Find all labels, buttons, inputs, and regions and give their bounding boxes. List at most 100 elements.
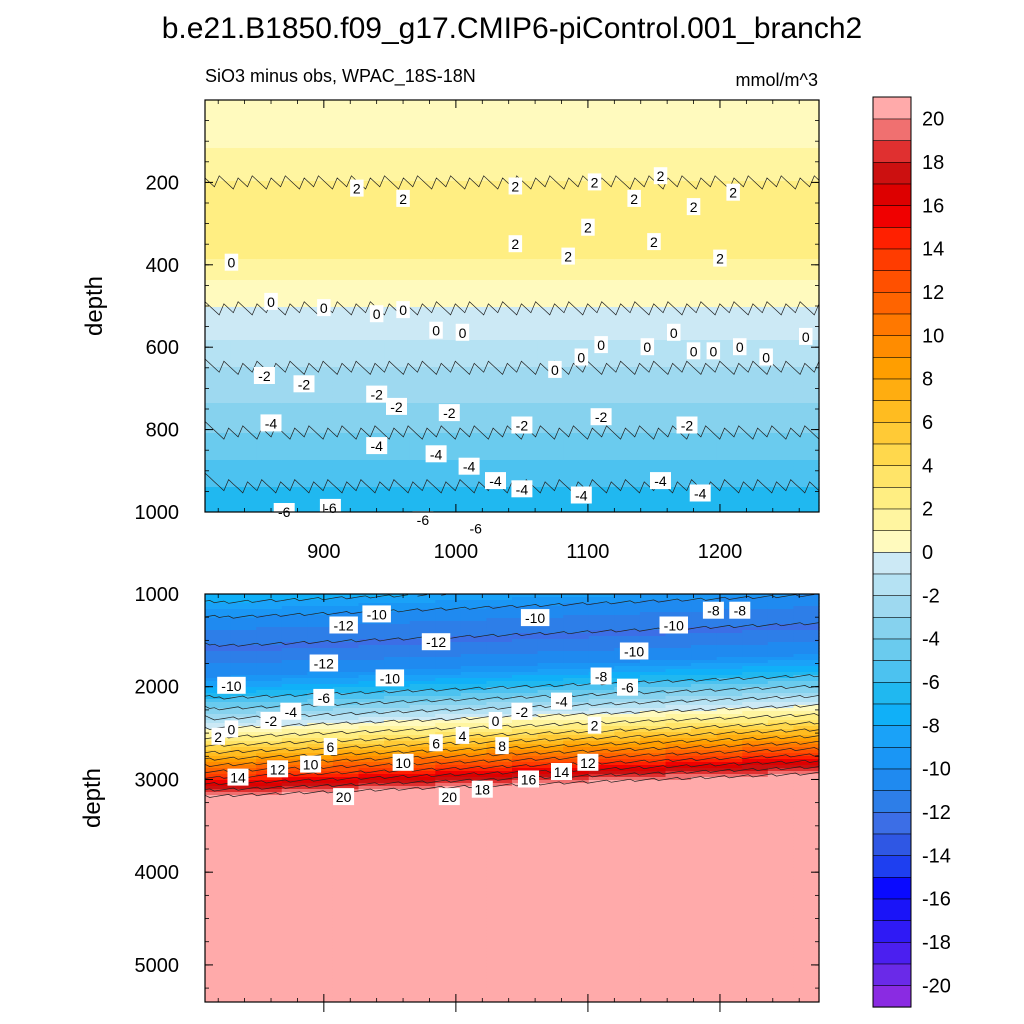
contour-cell — [205, 642, 232, 646]
contour-cell — [307, 106, 334, 110]
contour-label-box — [686, 342, 701, 360]
contour-cell — [486, 457, 513, 461]
contour-cell — [691, 325, 718, 329]
contour-cell — [230, 229, 257, 233]
contour-cell — [307, 244, 334, 248]
contour-cell — [230, 966, 257, 970]
contour-cell — [665, 379, 692, 383]
contour-cell — [588, 100, 615, 104]
contour-cell — [691, 451, 718, 455]
contour-label: 2 — [591, 174, 599, 190]
contour-cell — [537, 388, 564, 392]
contour-cell — [767, 181, 795, 185]
contour-cell — [512, 295, 539, 299]
chart-title: b.e21.B1850.f09_g17.CMIP6-piControl.001_… — [162, 12, 863, 45]
contour-cell — [332, 762, 360, 766]
contour-cell — [512, 292, 539, 296]
contour-cell — [665, 493, 692, 497]
contour-cell — [639, 310, 667, 314]
contour-cell — [307, 897, 334, 901]
contour-cell — [537, 400, 564, 404]
contour-cell — [793, 214, 820, 218]
contour-cell — [281, 328, 308, 332]
contour-cell — [435, 175, 462, 179]
contour-cell — [767, 145, 795, 149]
contour-cell — [230, 169, 257, 173]
contour-cell — [588, 199, 615, 203]
contour-cell — [588, 391, 615, 395]
contour-cell — [793, 193, 820, 197]
contour-cell — [358, 819, 385, 823]
contour-cell — [486, 238, 513, 242]
contour-cell — [588, 214, 615, 218]
contour-cell — [537, 385, 564, 389]
contour-cell — [767, 361, 795, 365]
contour-cell — [793, 391, 820, 395]
contour-cell — [537, 205, 564, 209]
contour-cell — [307, 367, 334, 371]
contour-cell — [435, 505, 462, 509]
contour-cell — [256, 903, 283, 907]
contour-cell — [205, 786, 232, 790]
contour-cell — [512, 283, 539, 287]
contour-label: 0 — [267, 294, 275, 310]
contour-cell — [716, 454, 743, 458]
contour-cell — [205, 756, 232, 760]
contour-cell — [384, 906, 411, 910]
contour-cell — [793, 310, 820, 314]
contour-cell — [639, 499, 667, 503]
contour-cell — [307, 373, 334, 377]
contour-cell — [512, 439, 539, 443]
contour-cell — [716, 151, 743, 155]
contour-cell — [256, 999, 283, 1002]
contour-cell — [307, 849, 334, 853]
contour-cell — [307, 292, 334, 296]
contour-cell — [205, 801, 232, 805]
contour-cell — [435, 124, 462, 128]
contour-cell — [691, 505, 718, 509]
contour-cell — [691, 358, 718, 362]
contour-cell — [332, 223, 360, 227]
contour-cell — [639, 202, 667, 206]
contour-cell — [256, 963, 283, 967]
contour-cell — [384, 924, 411, 928]
contour-cell — [767, 418, 795, 422]
contour-cell — [460, 250, 488, 254]
contour-label-box — [706, 342, 721, 360]
contour-cell — [384, 786, 411, 790]
contour-cell — [230, 753, 257, 757]
contour-cell — [537, 460, 564, 464]
contour-cell — [639, 286, 667, 290]
contour-cell — [205, 672, 232, 676]
contour-cell — [767, 124, 795, 128]
contour-cell — [665, 169, 692, 173]
contour-cell — [512, 334, 539, 338]
contour-cell — [358, 654, 385, 658]
contour-cell — [384, 903, 411, 907]
contour-cell — [639, 298, 667, 302]
contour-label: 0 — [432, 323, 440, 339]
contour-cell — [384, 469, 411, 473]
contour-cell — [409, 100, 436, 104]
contour-cell — [205, 394, 232, 398]
contour-cell — [614, 106, 641, 110]
contour-cell — [639, 274, 667, 278]
contour-cell — [230, 633, 257, 637]
contour-cell — [665, 277, 692, 281]
contour-cell — [205, 753, 232, 757]
contour-cell — [409, 130, 436, 134]
contour-cell — [435, 508, 462, 512]
contour-cell — [332, 178, 360, 182]
contour-cell — [256, 499, 283, 503]
contour-label-box — [396, 189, 410, 207]
contour-cell — [205, 876, 232, 880]
contour-cell — [486, 277, 513, 281]
contour-cell — [460, 244, 488, 248]
contour-cell — [256, 777, 283, 781]
contour-cell — [307, 385, 334, 389]
contour-cell — [281, 609, 308, 613]
contour-cell — [384, 867, 411, 871]
contour-cell — [588, 430, 615, 434]
contour-cell — [384, 633, 411, 637]
contour-cell — [793, 319, 820, 323]
